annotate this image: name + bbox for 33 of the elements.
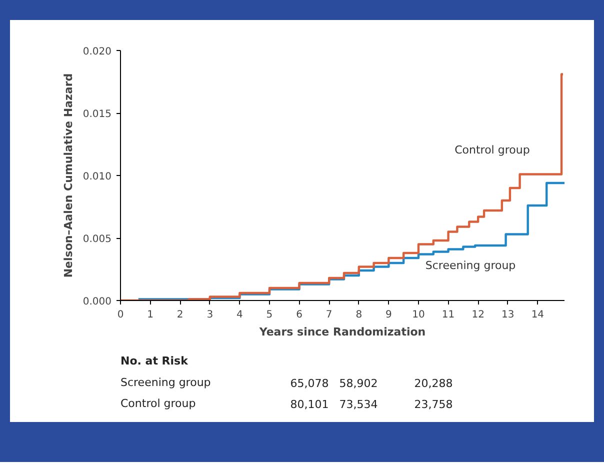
y-tick-label: 0.010 — [82, 172, 112, 182]
x-tick-label: 11 — [442, 310, 455, 320]
x-tick-label: 9 — [386, 310, 392, 320]
x-tick-label: 3 — [206, 310, 214, 320]
y-axis-title: Nelson–Aalen Cumulative Hazard — [62, 73, 75, 278]
x-tick-label: 2 — [176, 310, 184, 320]
x-tick-label: 8 — [356, 310, 362, 320]
x-tick-label: 4 — [236, 310, 243, 320]
series-label: Control group — [454, 143, 530, 156]
x-tick-label: 12 — [472, 310, 484, 320]
x-tick-label: 10 — [412, 310, 425, 320]
x-tick-label: 0 — [117, 310, 124, 320]
text: No. at Risk — [120, 354, 189, 368]
y-tick-label: 0.000 — [82, 296, 112, 308]
text: Control group — [120, 397, 196, 410]
text: 23,758 — [414, 398, 453, 412]
text: 20,288 — [414, 376, 453, 390]
x-axis-title: Years since Randomization — [258, 326, 426, 338]
x-tick-label: 1 — [147, 310, 154, 320]
text: 80,101 — [290, 398, 329, 412]
x-tick-label: 6 — [296, 310, 302, 320]
text: 73,534 — [339, 398, 378, 412]
text: Screening group — [120, 376, 211, 389]
x-tick-label: 7 — [326, 310, 332, 320]
text: 58,902 — [339, 376, 378, 390]
series-label: Screening group — [425, 258, 516, 272]
y-tick-label: 0.015 — [82, 109, 112, 120]
x-tick-label: 14 — [531, 310, 544, 320]
y-tick-label: 0.020 — [82, 46, 112, 58]
x-tick-label: 13 — [502, 310, 514, 320]
text: 65,078 — [290, 376, 329, 390]
y-tick-label: 0.005 — [82, 234, 112, 245]
x-tick-label: 5 — [266, 310, 273, 320]
